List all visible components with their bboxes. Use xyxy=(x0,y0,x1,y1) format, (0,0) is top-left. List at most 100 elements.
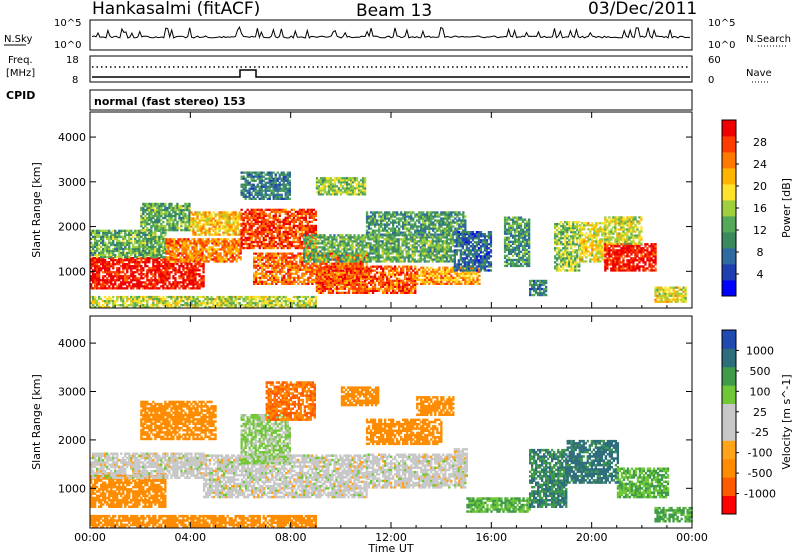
heatmap-cell xyxy=(369,281,373,284)
heatmap-cell xyxy=(200,219,203,222)
heatmap-cell xyxy=(96,285,99,288)
heatmap-cell xyxy=(387,236,390,239)
heatmap-cell xyxy=(288,230,291,234)
heatmap-cell xyxy=(226,221,229,224)
heatmap-cell xyxy=(102,253,105,257)
heatmap-cell xyxy=(438,276,441,279)
heatmap-cell xyxy=(299,256,302,259)
heatmap-cell xyxy=(365,250,368,253)
heatmap-cell xyxy=(112,287,115,290)
heatmap-cell xyxy=(365,225,369,228)
heatmap-cell xyxy=(373,283,377,286)
heatmap-cell xyxy=(464,282,467,285)
heatmap-cell xyxy=(158,229,161,232)
heatmap-cell xyxy=(411,250,414,253)
heatmap-cell xyxy=(200,215,203,218)
heatmap-cell xyxy=(176,269,179,272)
heatmap-cell xyxy=(305,248,308,251)
heatmap-cell xyxy=(164,210,167,214)
heatmap-cell xyxy=(333,250,336,253)
heatmap-cell xyxy=(289,280,292,283)
heatmap-cell xyxy=(309,266,312,269)
heatmap-cell xyxy=(114,263,117,266)
heatmap-cell xyxy=(275,252,278,255)
heatmap-cell xyxy=(380,287,383,290)
heatmap-cell xyxy=(363,234,366,237)
heatmap-cell xyxy=(359,250,362,253)
heatmap-cell xyxy=(273,252,276,255)
heatmap-cell xyxy=(297,266,300,269)
heatmap-cell xyxy=(229,252,232,255)
heatmap-cell xyxy=(177,238,180,241)
heatmap-cell xyxy=(339,262,342,265)
heatmap-cell xyxy=(287,268,290,271)
heatmap-cell xyxy=(198,227,201,230)
heatmap-cell xyxy=(166,287,169,290)
heatmap-cell xyxy=(264,246,267,250)
heatmap-cell xyxy=(367,221,371,224)
heatmap-cell xyxy=(391,240,394,243)
heatmap-cell xyxy=(437,236,440,239)
heatmap-cell xyxy=(178,277,181,280)
heatmap-cell xyxy=(203,244,206,247)
heatmap-cell xyxy=(300,214,303,217)
heatmap-cell xyxy=(369,221,373,224)
heatmap-cell xyxy=(380,283,383,286)
heatmap-cell xyxy=(418,268,421,271)
heatmap-cell xyxy=(305,244,308,247)
heatmap-cell xyxy=(256,244,259,248)
heatmap-cell xyxy=(158,227,161,230)
heatmap-cell xyxy=(327,291,331,294)
heatmap-cell xyxy=(289,282,292,285)
heatmap-cell xyxy=(202,285,205,288)
heatmap-cell xyxy=(407,238,410,241)
heatmap-cell xyxy=(305,282,308,285)
heatmap-cell xyxy=(353,283,357,286)
heatmap-cell xyxy=(114,271,117,274)
heatmap-cell xyxy=(277,258,280,261)
heatmap-cell xyxy=(424,270,427,273)
heatmap-cell xyxy=(158,247,161,251)
heatmap-cell xyxy=(391,252,394,255)
heatmap-cell xyxy=(365,256,368,259)
heatmap-cell xyxy=(182,281,185,284)
heatmap-cell xyxy=(132,283,135,286)
heatmap-cell xyxy=(112,233,115,236)
heatmap-cell xyxy=(207,260,210,263)
heatmap-cell xyxy=(283,254,286,257)
heatmap-cell xyxy=(148,287,151,290)
heatmap-cell xyxy=(154,208,157,212)
heatmap-cell xyxy=(445,248,448,251)
heatmap-cell xyxy=(292,222,295,226)
heatmap-cell xyxy=(122,281,125,284)
heatmap-cell xyxy=(148,259,151,262)
heatmap-cell xyxy=(96,279,99,282)
heatmap-cell xyxy=(299,262,302,265)
heatmap-cell xyxy=(427,260,430,263)
heatmap-cell xyxy=(427,246,430,249)
heatmap-cell xyxy=(136,269,139,272)
heatmap-cell xyxy=(162,231,165,234)
heatmap-cell xyxy=(257,268,260,271)
heatmap-cell xyxy=(152,239,155,243)
heatmap-cell xyxy=(321,283,325,286)
heatmap-cell xyxy=(422,268,425,271)
heatmap-cell xyxy=(319,277,323,280)
heatmap-cell xyxy=(345,258,348,261)
heatmap-cell xyxy=(172,223,175,226)
heatmap-cell xyxy=(94,249,97,253)
heatmap-cell xyxy=(337,265,341,268)
heatmap-cell xyxy=(260,210,263,213)
heatmap-cell xyxy=(290,230,293,234)
heatmap-cell xyxy=(375,240,378,243)
heatmap-cell xyxy=(317,242,320,245)
heatmap-cell xyxy=(184,204,187,208)
heatmap-cell xyxy=(285,258,288,261)
heatmap-cell xyxy=(410,277,413,280)
heatmap-cell xyxy=(213,258,216,261)
heatmap-cell xyxy=(305,260,308,263)
heatmap-cell xyxy=(167,240,170,243)
heatmap-cell xyxy=(212,223,215,226)
heatmap-cell xyxy=(464,266,467,269)
heatmap-cell xyxy=(435,240,438,243)
